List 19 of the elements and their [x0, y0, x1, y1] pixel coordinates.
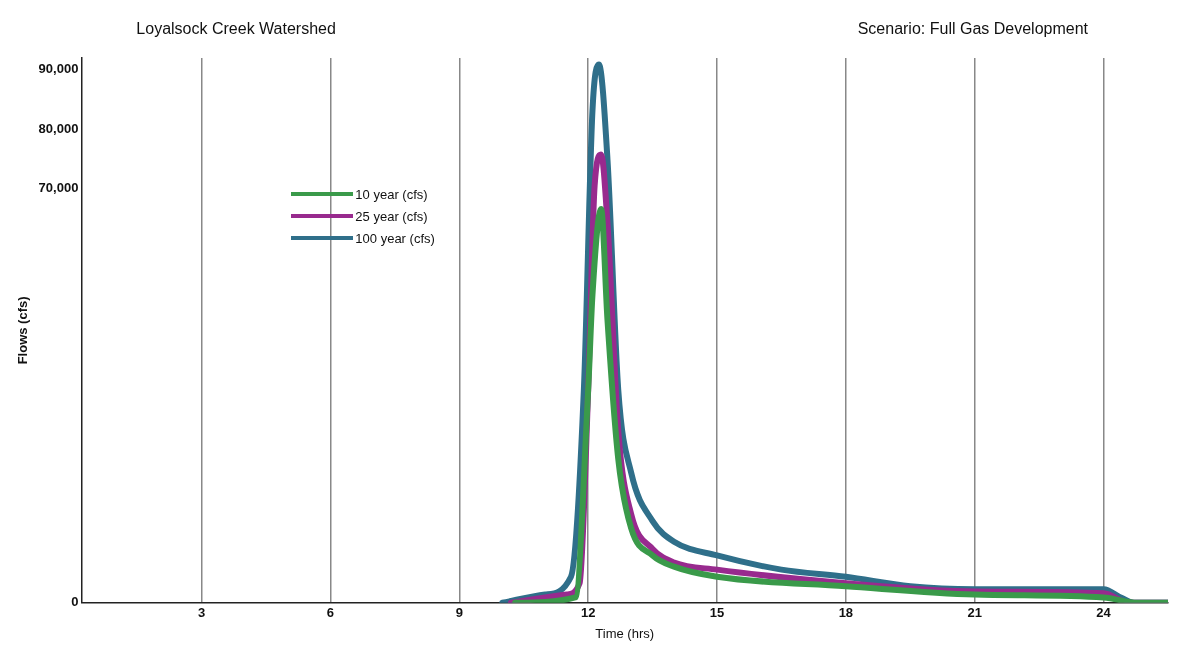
- x-tick-label: 9: [455, 605, 463, 621]
- y-tick-label: 70,000: [38, 179, 79, 195]
- y-axis-title: Flows (cfs): [15, 296, 31, 365]
- legend-label: 100 year (cfs): [355, 230, 435, 246]
- legend-label: 10 year (cfs): [355, 186, 428, 202]
- chart-title: Loyalsock Creek Watershed: [136, 20, 336, 38]
- y-tick-label: 0: [71, 594, 79, 610]
- x-tick-label: 6: [326, 605, 335, 621]
- x-axis-title: Time (hrs): [595, 625, 655, 641]
- y-tick-label: 90,000: [38, 61, 79, 77]
- x-tick-label: 18: [838, 605, 854, 621]
- chart-subtitle: Scenario: Full Gas Development: [857, 20, 1089, 38]
- x-tick-label: 21: [967, 605, 982, 621]
- x-tick-label: 24: [1096, 605, 1112, 621]
- legend-label: 25 year (cfs): [355, 208, 428, 224]
- y-tick-label: 80,000: [38, 120, 79, 136]
- x-tick-label: 12: [580, 605, 596, 621]
- x-tick-label: 3: [198, 605, 206, 621]
- x-tick-label: 15: [709, 605, 725, 621]
